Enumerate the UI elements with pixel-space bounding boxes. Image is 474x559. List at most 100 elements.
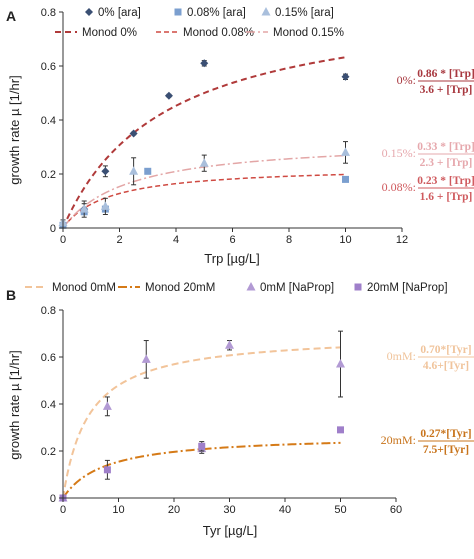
y-tick-label: 0.2 xyxy=(41,446,56,458)
data-point xyxy=(341,72,350,81)
equation-prefix: 0%: xyxy=(397,73,416,87)
monod-fit-curve xyxy=(62,56,346,229)
equation-annotation: 0%: 0.86 * [Trp] 3.6 + [Trp] xyxy=(397,68,474,96)
fit-curves xyxy=(62,346,341,499)
monod-fit-curve xyxy=(62,173,346,229)
x-axis-label: Trp [µg/L] xyxy=(204,251,259,266)
data-point xyxy=(225,340,234,349)
equation-numerator: 0.23 * [Trp] xyxy=(417,175,474,187)
y-tick-label: 0.8 xyxy=(41,305,56,317)
data-point xyxy=(341,147,350,156)
data-point xyxy=(199,158,209,167)
y-tick-label: 0 xyxy=(50,493,56,505)
monod-fit-curve xyxy=(62,346,341,499)
axes: 0 10 20 30 40 50 60 0 0.2 0.4 0.6 0.8 xyxy=(41,305,402,516)
legend-marker xyxy=(354,283,362,291)
y-tick-label: 0.4 xyxy=(41,115,56,127)
equation-numerator: 0.70*[Tyr] xyxy=(420,344,471,356)
legend-marker xyxy=(174,8,182,16)
data-point xyxy=(200,59,209,68)
panel-b: B Monod 0mM Monod 20mM 0mM [NaProp] 20mM [N… xyxy=(6,282,474,538)
x-tick-label: 10 xyxy=(112,504,124,516)
data-point xyxy=(141,354,151,363)
equation-denominator: 4.6+[Tyr] xyxy=(423,360,469,372)
x-tick-label: 50 xyxy=(334,504,346,516)
equation-annotations: 0%: 0.86 * [Trp] 3.6 + [Trp] 0.15%: 0.33 * [… xyxy=(382,68,474,203)
legend-marker xyxy=(85,8,93,16)
y-axis-label: growth rate µ [1/hr] xyxy=(7,75,22,184)
legend: Monod 0mM Monod 20mM 0mM [NaProp] 20mM [NaP… xyxy=(25,282,448,294)
x-tick-label: 6 xyxy=(229,234,235,246)
y-axis-label: growth rate µ [1/hr] xyxy=(7,350,22,459)
legend-label: Monod 0% xyxy=(82,27,137,39)
equation-prefix: 0.15%: xyxy=(382,146,416,160)
legend-label: 0% [ara] xyxy=(98,7,141,19)
legend-label: 20mM [NaProp] xyxy=(367,282,448,294)
x-axis-label: Tyr [µg/L] xyxy=(203,523,257,538)
legend-label: 0.15% [ara] xyxy=(275,7,334,19)
axes: 0 2 4 6 8 10 12 0 0.2 0.4 0.6 0.8 xyxy=(41,7,408,246)
equation-denominator: 3.6 + [Trp] xyxy=(420,84,473,96)
equation-numerator: 0.86 * [Trp] xyxy=(417,68,474,80)
legend-label: 0mM [NaProp] xyxy=(260,282,334,294)
equation-denominator: 7.5+[Tyr] xyxy=(423,444,469,456)
monod-fit-curve xyxy=(62,441,341,499)
y-tick-label: 0.8 xyxy=(41,7,56,19)
data-point xyxy=(198,442,206,450)
data-point xyxy=(79,204,89,213)
equation-annotation: 0mM: 0.70*[Tyr] 4.6+[Tyr] xyxy=(387,344,474,372)
equation-numerator: 0.27*[Tyr] xyxy=(420,428,471,440)
equation-prefix: 0mM: xyxy=(387,349,416,363)
equation-denominator: 1.6 + [Trp] xyxy=(420,191,473,203)
legend-label: Monod 0.15% xyxy=(273,27,344,39)
data-point xyxy=(103,466,111,474)
panel-label: A xyxy=(6,8,16,24)
x-tick-label: 2 xyxy=(116,234,122,246)
data-point xyxy=(337,426,344,434)
x-tick-label: 0 xyxy=(60,234,66,246)
equation-annotation: 0.08%: 0.23 * [Trp] 1.6 + [Trp] xyxy=(382,175,474,203)
y-tick-label: 0.6 xyxy=(41,352,56,364)
x-tick-label: 4 xyxy=(173,234,179,246)
x-tick-label: 8 xyxy=(286,234,292,246)
equation-prefix: 0.08%: xyxy=(382,180,416,194)
equation-annotation: 0.15%: 0.33 * [Trp] 2.3 + [Trp] xyxy=(382,141,474,169)
data-point xyxy=(100,201,110,210)
equation-numerator: 0.33 * [Trp] xyxy=(417,141,474,153)
equation-annotation: 20mM: 0.27*[Tyr] 7.5+[Tyr] xyxy=(381,428,474,456)
equation-annotations: 0mM: 0.70*[Tyr] 4.6+[Tyr] 20mM: 0.27*[Tyr] 7.… xyxy=(381,344,474,456)
panel-a: A 0% [ara] 0.08% [ara] 0.15% [ara] Monod 0%… xyxy=(6,7,474,266)
data-points xyxy=(58,59,350,230)
data-points xyxy=(58,330,345,502)
legend-marker xyxy=(246,282,256,291)
data-point xyxy=(164,91,173,100)
legend: 0% [ara] 0.08% [ara] 0.15% [ara] Monod 0% Mo… xyxy=(55,7,344,39)
legend-label: Monod 0mM xyxy=(52,282,116,294)
data-point xyxy=(102,401,112,410)
legend-marker xyxy=(261,7,271,16)
x-tick-label: 10 xyxy=(339,234,351,246)
x-tick-label: 30 xyxy=(223,504,235,516)
x-tick-label: 0 xyxy=(60,504,66,516)
equation-denominator: 2.3 + [Trp] xyxy=(420,157,473,169)
y-tick-label: 0 xyxy=(50,223,56,235)
legend-label: Monod 0.08% xyxy=(183,27,254,39)
y-tick-label: 0.2 xyxy=(41,169,56,181)
x-tick-label: 20 xyxy=(168,504,180,516)
legend-label: Monod 20mM xyxy=(145,282,215,294)
data-point xyxy=(144,167,152,175)
y-tick-label: 0.4 xyxy=(41,399,56,411)
x-tick-label: 12 xyxy=(396,234,408,246)
data-point xyxy=(342,175,349,183)
legend-label: 0.08% [ara] xyxy=(187,7,246,19)
x-tick-label: 40 xyxy=(279,504,291,516)
data-point xyxy=(129,129,138,138)
equation-prefix: 20mM: xyxy=(381,433,416,447)
data-point xyxy=(129,166,139,175)
data-point xyxy=(336,359,345,368)
y-tick-label: 0.6 xyxy=(41,61,56,73)
x-tick-label: 60 xyxy=(390,504,402,516)
panel-label: B xyxy=(6,287,16,303)
data-point xyxy=(101,167,110,176)
